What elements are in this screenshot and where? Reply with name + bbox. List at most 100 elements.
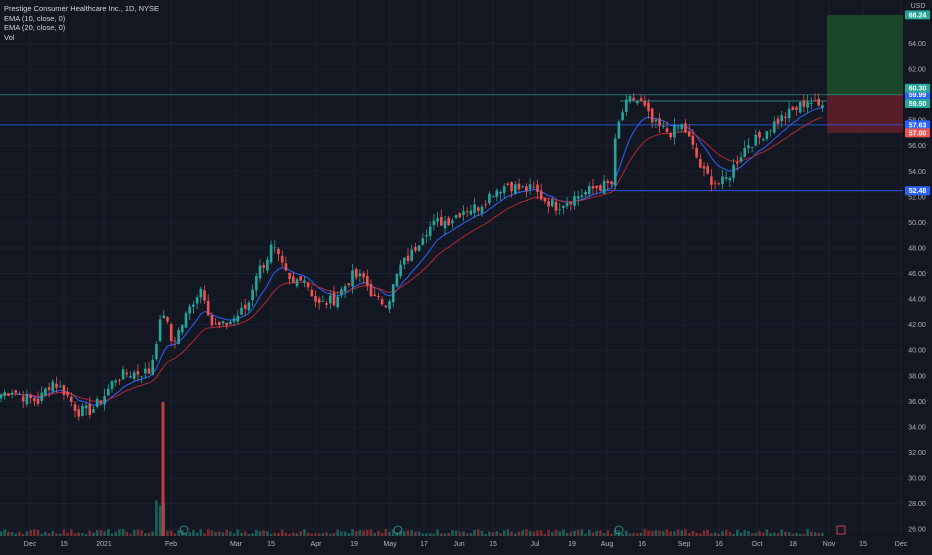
candle-body xyxy=(739,157,743,162)
volume-bar xyxy=(132,529,136,536)
volume-bar xyxy=(658,530,661,536)
candle-body xyxy=(717,183,721,185)
volume-bar xyxy=(310,533,314,536)
candle-body xyxy=(569,202,573,205)
candle-body xyxy=(806,101,809,108)
volume-bar xyxy=(432,533,436,536)
volume-bar xyxy=(532,531,536,536)
candle-body xyxy=(391,284,395,303)
ema10-legend[interactable]: EMA (10, close, 0) xyxy=(4,13,66,23)
candle-body xyxy=(706,166,709,174)
candle-body xyxy=(791,106,795,111)
volume-bar xyxy=(236,529,240,536)
volume-bar xyxy=(321,533,325,536)
candle-body xyxy=(613,138,617,186)
volume-bar xyxy=(739,532,743,536)
candle-body xyxy=(721,176,724,185)
candle-body xyxy=(329,295,332,304)
candle-body xyxy=(51,381,55,392)
candle-body xyxy=(817,98,820,106)
volume-bar xyxy=(388,531,391,536)
candle-body xyxy=(147,368,151,374)
candle-body xyxy=(421,238,425,245)
candle-body xyxy=(454,215,458,218)
candle-body xyxy=(769,129,772,131)
candle-body xyxy=(728,177,732,181)
volume-bar xyxy=(595,530,598,536)
volume-bar xyxy=(480,530,484,536)
volume-bar xyxy=(613,530,617,536)
candle-body xyxy=(225,322,228,326)
volume-bar xyxy=(776,533,780,536)
volume-bar xyxy=(599,530,602,536)
volume-bar xyxy=(662,531,665,536)
volume-bar xyxy=(514,533,517,536)
volume-bar xyxy=(806,529,809,536)
candle-body xyxy=(162,315,166,319)
symbol-title[interactable]: Prestige Consumer Healthcare Inc., 1D, N… xyxy=(4,4,160,13)
volume-bar xyxy=(465,533,469,536)
candle-body xyxy=(406,255,410,261)
profit-zone xyxy=(827,14,903,95)
candle-body xyxy=(188,306,191,314)
candle-body xyxy=(787,108,791,119)
price-tag xyxy=(905,128,930,138)
candle-body xyxy=(495,190,499,197)
candle-body xyxy=(410,249,413,261)
y-tick-label: 36.00 xyxy=(908,399,926,406)
candle-body xyxy=(802,100,806,107)
candle-body xyxy=(810,103,813,104)
volume-bar xyxy=(266,531,269,536)
volume-bar xyxy=(314,533,317,536)
candle-body xyxy=(610,181,613,185)
candle-body xyxy=(784,116,787,118)
candle-body xyxy=(580,195,584,197)
volume-bar xyxy=(699,533,702,536)
volume-bar xyxy=(421,533,425,536)
volume-bar xyxy=(380,532,384,536)
volume-bar xyxy=(221,532,225,536)
candle-body xyxy=(491,196,495,197)
candle-body xyxy=(617,121,621,139)
candle-body xyxy=(665,128,669,133)
candle-body xyxy=(255,276,258,291)
candle-body xyxy=(247,302,251,311)
volume-bar xyxy=(192,530,195,536)
candle-body xyxy=(33,398,36,402)
ema20-legend[interactable]: EMA (20, close, 0) xyxy=(4,23,66,32)
candle-body xyxy=(310,289,314,297)
volume-bar xyxy=(521,530,524,536)
candle-body xyxy=(440,217,443,226)
volume-bar xyxy=(129,533,132,536)
candle-body xyxy=(414,246,417,251)
candle-body xyxy=(680,124,684,130)
volume-bar xyxy=(732,533,735,536)
volume-bar xyxy=(473,530,476,536)
volume-bar xyxy=(377,530,380,536)
candle-body xyxy=(384,305,388,308)
candle-body xyxy=(380,299,384,305)
volume-bar xyxy=(632,532,635,536)
candle-body xyxy=(724,177,728,179)
volume-bar xyxy=(358,530,362,536)
candle-body xyxy=(732,164,735,179)
price-tag-label: 57.00 xyxy=(909,130,927,137)
volume-bar xyxy=(580,529,584,536)
volume-bar xyxy=(166,530,169,536)
candle-body xyxy=(47,387,51,390)
volume-bar xyxy=(340,531,343,536)
candle-body xyxy=(173,340,177,342)
volume-bar xyxy=(491,532,495,536)
candle-body xyxy=(536,184,539,192)
volume-bar xyxy=(155,500,158,536)
volume-legend[interactable]: Vol xyxy=(4,32,15,42)
volume-bar xyxy=(417,531,421,536)
candle-body xyxy=(206,300,210,316)
candle-body xyxy=(266,259,269,271)
candle-body xyxy=(362,273,365,278)
candle-body xyxy=(44,388,47,396)
volume-bar xyxy=(332,533,336,536)
volume-bar xyxy=(188,532,191,536)
